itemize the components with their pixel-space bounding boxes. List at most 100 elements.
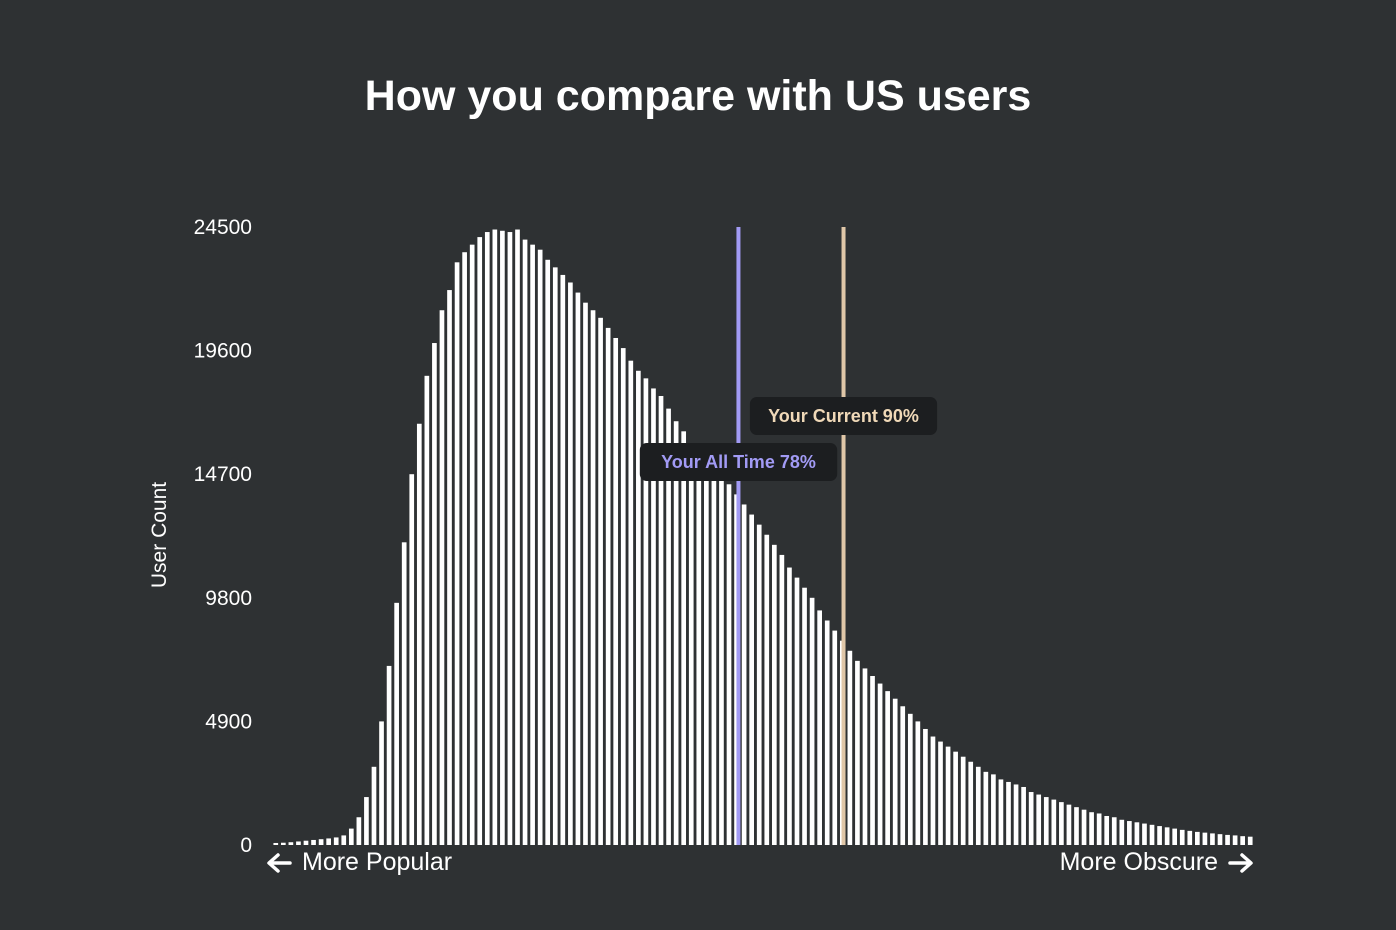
histogram-bar bbox=[1225, 834, 1230, 845]
histogram-bar bbox=[900, 706, 906, 845]
marker-label-box bbox=[639, 443, 838, 481]
histogram-bar bbox=[462, 252, 467, 846]
histogram-bar bbox=[371, 766, 377, 845]
histogram-bar bbox=[439, 310, 445, 845]
histogram-bar bbox=[636, 370, 641, 845]
histogram-bar bbox=[953, 751, 958, 845]
histogram-bar bbox=[643, 378, 649, 845]
histogram-bar bbox=[991, 774, 996, 845]
histogram-bar bbox=[1089, 812, 1094, 845]
histogram-bar bbox=[484, 232, 490, 846]
histogram-bar bbox=[862, 668, 868, 845]
histogram-bar bbox=[923, 728, 928, 845]
histogram-bar bbox=[1051, 799, 1057, 845]
histogram-bar bbox=[628, 360, 634, 845]
histogram-bar bbox=[1149, 824, 1155, 845]
histogram-bar bbox=[1021, 786, 1026, 845]
histogram-bar bbox=[1157, 826, 1162, 845]
histogram-bar bbox=[1187, 830, 1193, 845]
histogram-bar bbox=[983, 771, 989, 845]
histogram-bar bbox=[847, 650, 853, 845]
histogram-bar bbox=[432, 343, 437, 845]
histogram-bar bbox=[409, 474, 415, 845]
histogram-bar bbox=[598, 317, 603, 845]
histogram-bar bbox=[613, 337, 619, 845]
y-axis-ticks: 0 4900 9800 14700 19600 24500 bbox=[194, 216, 252, 857]
histogram-bar bbox=[583, 302, 588, 845]
histogram-bar bbox=[341, 835, 347, 845]
histogram-bar bbox=[1111, 817, 1117, 845]
histogram-bar bbox=[764, 534, 770, 845]
histogram-bar bbox=[318, 839, 324, 845]
histogram-bar bbox=[870, 676, 875, 845]
histogram-bar bbox=[688, 443, 694, 845]
histogram-bar bbox=[1028, 792, 1034, 845]
histogram-bar bbox=[1217, 834, 1223, 845]
histogram-bar bbox=[787, 567, 792, 845]
histogram-bar bbox=[492, 229, 498, 845]
histogram-bar bbox=[401, 542, 407, 845]
histogram-bar bbox=[719, 476, 724, 845]
histogram-bar bbox=[681, 431, 687, 845]
histogram-bar bbox=[1043, 797, 1049, 845]
histogram-bar bbox=[885, 691, 890, 845]
y-tick-label: 24500 bbox=[194, 216, 252, 239]
histogram-bar bbox=[311, 839, 316, 845]
histogram-bar bbox=[280, 842, 286, 845]
histogram-bar bbox=[960, 756, 966, 845]
histogram-bar bbox=[303, 840, 309, 845]
histogram-bar bbox=[892, 698, 898, 845]
histogram-bar bbox=[817, 610, 822, 845]
histogram-bar bbox=[1074, 807, 1079, 845]
histogram-bar bbox=[1240, 836, 1246, 845]
histogram-bar bbox=[930, 736, 936, 845]
histogram-bar bbox=[771, 544, 777, 845]
histogram-bar bbox=[590, 310, 596, 845]
histogram-bar bbox=[1164, 827, 1170, 845]
histogram-bar bbox=[711, 469, 717, 845]
histogram-bar bbox=[1104, 815, 1110, 845]
histogram-bar bbox=[1006, 781, 1011, 845]
histogram-bar bbox=[1202, 832, 1208, 845]
marker-label-box bbox=[749, 397, 938, 435]
histogram-bar bbox=[1096, 813, 1102, 845]
histogram-bar bbox=[658, 396, 664, 845]
histogram-bar bbox=[477, 237, 483, 846]
histogram-bar bbox=[575, 292, 581, 846]
histogram-bar bbox=[855, 660, 860, 845]
histogram-bar bbox=[379, 721, 384, 845]
histogram-bar bbox=[364, 797, 369, 845]
histogram-bar bbox=[326, 838, 331, 845]
histogram-bar bbox=[537, 249, 543, 845]
histogram-bar bbox=[696, 451, 702, 845]
histogram-bar bbox=[507, 232, 513, 846]
histogram-bar bbox=[296, 841, 301, 845]
more-popular-text: More Popular bbox=[302, 848, 453, 876]
histogram-bar bbox=[802, 587, 807, 845]
histogram-bar bbox=[1119, 819, 1125, 845]
marker-label: Your All Time 78% bbox=[661, 452, 816, 472]
histogram-bar bbox=[605, 327, 611, 845]
y-axis-label: User Count bbox=[148, 482, 171, 588]
histogram-bar bbox=[704, 461, 709, 845]
histogram-bar bbox=[348, 828, 354, 845]
histogram-bar bbox=[877, 683, 883, 845]
histogram-bar bbox=[394, 602, 399, 845]
histogram-bar bbox=[552, 267, 558, 845]
histogram-bar bbox=[560, 274, 566, 845]
histogram-bar bbox=[749, 514, 755, 845]
y-tick-label: 9800 bbox=[205, 587, 252, 610]
histogram-bar bbox=[1127, 821, 1132, 845]
percentile-markers: Your All Time 78% Your Current 90% bbox=[639, 227, 938, 845]
histogram-bar bbox=[938, 741, 943, 845]
histogram-bar bbox=[522, 239, 528, 846]
marker-label: Your Current 90% bbox=[768, 406, 919, 426]
histogram-bar bbox=[1059, 802, 1064, 845]
histogram-bar bbox=[666, 408, 671, 845]
histogram-bar bbox=[741, 504, 747, 845]
histogram-bar bbox=[447, 290, 452, 845]
histogram-bar bbox=[620, 348, 626, 845]
histogram-bar bbox=[1013, 784, 1019, 845]
more-obscure-label: More Obscure bbox=[1060, 848, 1254, 877]
